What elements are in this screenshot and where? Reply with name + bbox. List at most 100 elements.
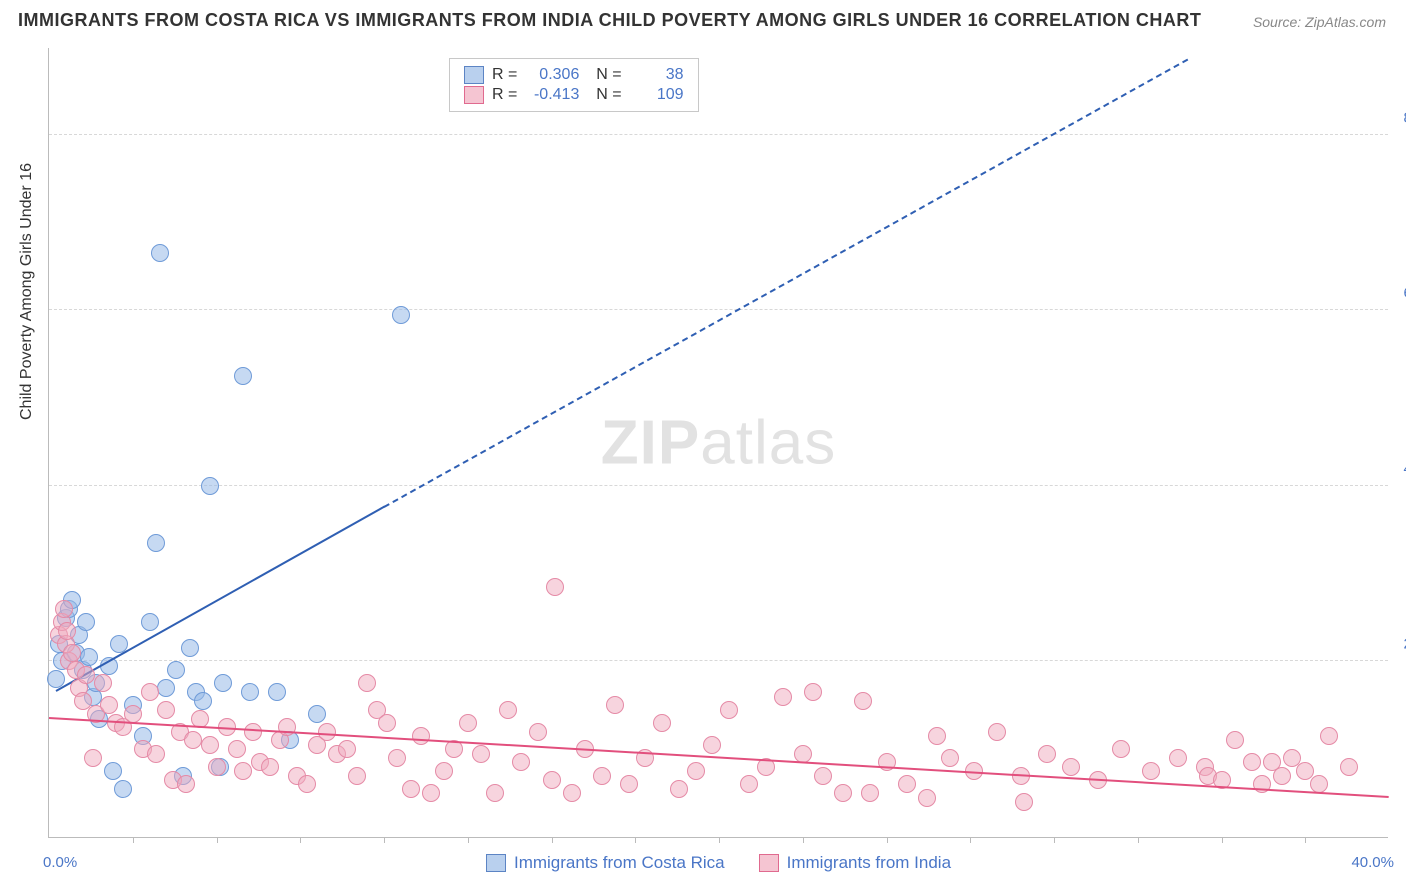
scatter-point (100, 696, 118, 714)
scatter-point (261, 758, 279, 776)
r-value-india: -0.413 (525, 86, 579, 104)
scatter-point (308, 705, 326, 723)
scatter-point (1273, 767, 1291, 785)
scatter-point (472, 745, 490, 763)
scatter-point (94, 674, 112, 692)
x-tick (803, 837, 804, 843)
scatter-point (77, 666, 95, 684)
scatter-point (388, 749, 406, 767)
scatter-point (268, 683, 286, 701)
scatter-point (181, 639, 199, 657)
x-tick (133, 837, 134, 843)
bottom-legend: Immigrants from Costa Rica Immigrants fr… (49, 853, 1388, 873)
n-value-costa-rica: 38 (630, 66, 684, 84)
scatter-point (512, 753, 530, 771)
scatter-point (114, 780, 132, 798)
chart-title: IMMIGRANTS FROM COSTA RICA VS IMMIGRANTS… (18, 10, 1201, 31)
gridline (49, 660, 1388, 661)
scatter-point (147, 534, 165, 552)
x-tick (970, 837, 971, 843)
x-tick (719, 837, 720, 843)
scatter-point (687, 762, 705, 780)
x-tick (552, 837, 553, 843)
scatter-point (157, 701, 175, 719)
legend-swatch-india (759, 854, 779, 872)
scatter-point (804, 683, 822, 701)
scatter-point (1038, 745, 1056, 763)
scatter-point (1142, 762, 1160, 780)
watermark-text: ZIPatlas (601, 407, 836, 478)
x-tick (887, 837, 888, 843)
scatter-point (606, 696, 624, 714)
scatter-point (234, 762, 252, 780)
stats-legend-box: R = 0.306 N = 38 R = -0.413 N = 109 (449, 58, 699, 112)
swatch-costa-rica (464, 66, 484, 84)
x-tick (635, 837, 636, 843)
stats-row-costa-rica: R = 0.306 N = 38 (464, 65, 684, 85)
stats-row-india: R = -0.413 N = 109 (464, 85, 684, 105)
r-value-costa-rica: 0.306 (525, 66, 579, 84)
legend-item-costa-rica: Immigrants from Costa Rica (486, 853, 725, 873)
scatter-point (84, 749, 102, 767)
legend-label-india: Immigrants from India (787, 853, 951, 873)
scatter-point (941, 749, 959, 767)
x-tick (1305, 837, 1306, 843)
y-tick-label: 40.0% (1394, 460, 1406, 477)
x-tick (1054, 837, 1055, 843)
scatter-point (774, 688, 792, 706)
scatter-point (593, 767, 611, 785)
x-tick (468, 837, 469, 843)
scatter-point (55, 600, 73, 618)
swatch-india (464, 86, 484, 104)
scatter-point (854, 692, 872, 710)
scatter-point (703, 736, 721, 754)
scatter-point (392, 306, 410, 324)
scatter-point (499, 701, 517, 719)
scatter-point (1169, 749, 1187, 767)
y-tick-label: 80.0% (1394, 109, 1406, 126)
scatter-point (157, 679, 175, 697)
scatter-point (241, 683, 259, 701)
scatter-point (720, 701, 738, 719)
legend-swatch-costa-rica (486, 854, 506, 872)
x-tick (1138, 837, 1139, 843)
y-tick-label: 60.0% (1394, 285, 1406, 302)
scatter-point (318, 723, 336, 741)
scatter-point (151, 244, 169, 262)
x-axis-origin-label: 0.0% (43, 854, 77, 871)
x-tick (1222, 837, 1223, 843)
scatter-point (184, 731, 202, 749)
scatter-plot-area: ZIPatlas R = 0.306 N = 38 R = -0.413 N =… (48, 48, 1388, 838)
scatter-point (63, 644, 81, 662)
scatter-point (124, 705, 142, 723)
scatter-point (228, 740, 246, 758)
scatter-point (563, 784, 581, 802)
scatter-point (670, 780, 688, 798)
scatter-point (1015, 793, 1033, 811)
scatter-point (1320, 727, 1338, 745)
scatter-point (814, 767, 832, 785)
trend-line (55, 506, 384, 692)
scatter-point (194, 692, 212, 710)
scatter-point (167, 661, 185, 679)
scatter-point (298, 775, 316, 793)
scatter-point (1243, 753, 1261, 771)
scatter-point (1340, 758, 1358, 776)
y-axis-label: Child Poverty Among Girls Under 16 (18, 163, 36, 420)
scatter-point (988, 723, 1006, 741)
scatter-point (543, 771, 561, 789)
scatter-point (1062, 758, 1080, 776)
x-tick (384, 837, 385, 843)
gridline (49, 485, 1388, 486)
x-tick (217, 837, 218, 843)
scatter-point (459, 714, 477, 732)
scatter-point (1226, 731, 1244, 749)
scatter-point (208, 758, 226, 776)
scatter-point (402, 780, 420, 798)
scatter-point (348, 767, 366, 785)
scatter-point (620, 775, 638, 793)
y-tick-label: 20.0% (1394, 636, 1406, 653)
scatter-point (201, 736, 219, 754)
legend-label-costa-rica: Immigrants from Costa Rica (514, 853, 725, 873)
scatter-point (358, 674, 376, 692)
